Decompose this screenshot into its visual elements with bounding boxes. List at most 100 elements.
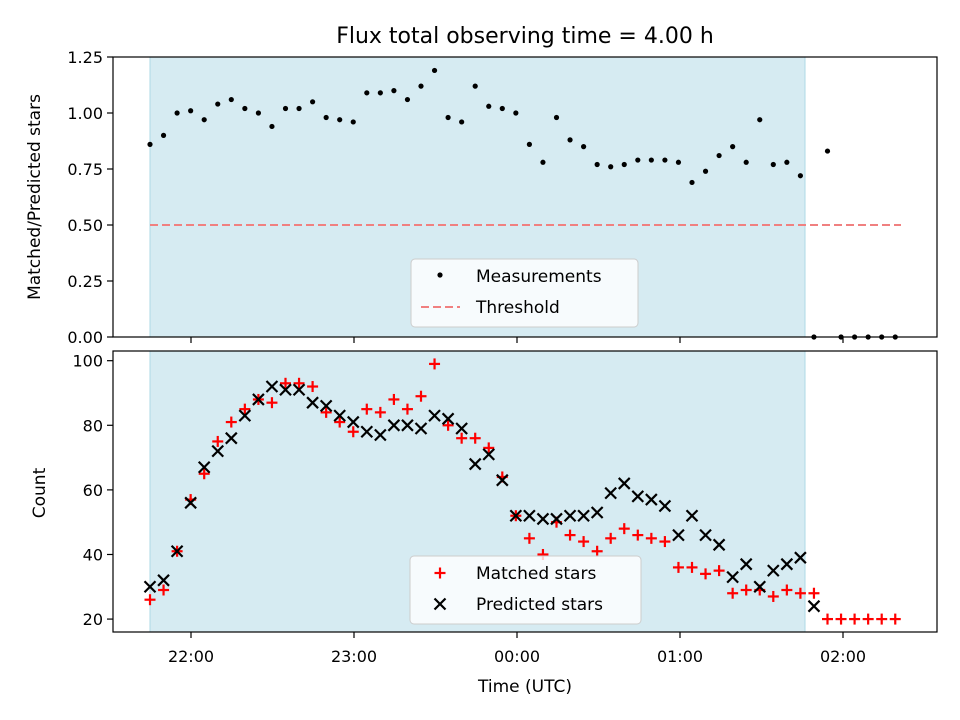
matched-star-point	[672, 561, 684, 573]
bottom-y-axis-label: Count	[30, 467, 50, 518]
predicted-star-point	[170, 544, 184, 558]
matched-star-point	[334, 416, 346, 428]
matched-star-point	[415, 390, 427, 402]
predicted-star-point	[739, 557, 753, 571]
measurements-points	[147, 67, 898, 340]
predicted-star-point	[523, 509, 536, 523]
measurement-point	[770, 161, 776, 168]
matched-star-point	[849, 613, 861, 625]
bottom-y-tick-label: 20	[83, 610, 103, 629]
measurement-point	[702, 168, 709, 174]
bottom-legend: Matched stars Predicted stars	[409, 555, 642, 625]
measurement-point	[282, 105, 289, 112]
matched-star-point	[523, 532, 535, 544]
top-legend: Measurements Threshold	[410, 258, 639, 328]
matched-star-point	[822, 613, 833, 625]
matched-star-point	[591, 545, 603, 557]
matched-star-point	[212, 435, 224, 447]
measurement-point	[824, 148, 831, 154]
measurement-point	[404, 96, 411, 103]
predicted-star-point	[604, 486, 617, 500]
predicted-star-point	[550, 512, 563, 526]
predicted-star-point	[441, 412, 455, 426]
matched-star-point	[632, 529, 644, 541]
legend-matched-glyph	[434, 567, 446, 579]
measurement-point	[364, 90, 370, 96]
predicted-star-point	[536, 512, 550, 526]
matched-star-point	[456, 432, 468, 444]
predicted-stars-points	[143, 380, 821, 613]
measurement-point	[757, 117, 763, 123]
matched-star-point	[645, 532, 657, 544]
measurement-point	[201, 117, 207, 123]
x-axis-label: Time (UTC)	[477, 677, 572, 697]
measurement-point	[513, 110, 519, 116]
matched-star-point	[794, 587, 806, 599]
predicted-star-point	[279, 383, 292, 397]
predicted-star-point	[482, 448, 496, 461]
matched-star-point	[767, 590, 779, 602]
matched-star-point	[320, 406, 332, 418]
bottom-y-tick-label: 60	[83, 481, 103, 500]
bottom-legend-box	[409, 555, 642, 625]
measurement-point	[567, 137, 573, 143]
matched-star-point	[198, 468, 210, 480]
predicted-star-point	[577, 509, 590, 523]
legend-threshold-label: Threshold	[475, 298, 560, 318]
bottom-y-ticks: 20 40 60 80 100	[72, 352, 113, 629]
measurement-point	[255, 110, 261, 116]
predicted-star-point	[238, 409, 252, 422]
matched-star-point	[239, 403, 251, 415]
matched-star-point	[388, 393, 400, 405]
predicted-star-point	[496, 473, 509, 487]
x-tick-label: 00:00	[494, 647, 540, 666]
x-tick-label: 02:00	[820, 647, 866, 666]
legend-predicted-label: Predicted stars	[476, 595, 603, 615]
measurement-point	[499, 105, 505, 112]
matched-star-point	[483, 442, 495, 454]
legend-predicted-glyph	[433, 597, 447, 611]
predicted-star-point	[468, 457, 482, 471]
measurement-point	[581, 144, 587, 150]
matched-star-point	[781, 584, 793, 596]
matched-star-point	[225, 416, 237, 428]
bottom-y-tick-label: 100	[72, 352, 103, 371]
predicted-star-point	[712, 538, 726, 552]
top-y-tick-label: 0.50	[67, 216, 103, 235]
predicted-star-point	[252, 393, 265, 406]
matched-star-point	[876, 613, 888, 625]
predicted-star-point	[374, 428, 387, 442]
measurement-point	[553, 114, 560, 121]
predicted-star-point	[807, 599, 821, 613]
x-tick-label: 22:00	[168, 647, 214, 666]
matched-star-point	[401, 403, 413, 415]
predicted-star-point	[455, 422, 468, 435]
measurement-point	[431, 67, 438, 74]
measurement-point	[689, 179, 695, 186]
measurement-point	[608, 164, 614, 170]
bottom-y-tick-label: 80	[83, 416, 103, 435]
top-y-tick-label: 0.25	[67, 272, 103, 291]
predicted-star-point	[590, 506, 604, 519]
matched-star-point	[144, 594, 156, 606]
legend-matched-label: Matched stars	[476, 564, 596, 584]
bottom-y-tick-label: 40	[83, 545, 103, 564]
matched-star-point	[727, 587, 739, 599]
predicted-star-point	[319, 399, 333, 413]
top-y-tick-label: 1.25	[67, 48, 103, 67]
measurement-point	[391, 88, 397, 94]
matched-star-point	[293, 377, 305, 389]
predicted-star-point	[672, 528, 685, 542]
matched-star-point	[266, 397, 278, 409]
predicted-star-point	[563, 509, 577, 523]
matched-star-point	[361, 403, 373, 415]
top-y-axis-label: Matched/Predicted stars	[25, 94, 45, 300]
x-tick-label: 23:00	[331, 647, 377, 666]
measurement-point	[730, 144, 736, 150]
predicted-star-point	[509, 509, 523, 523]
predicted-star-point	[292, 383, 306, 397]
matched-star-point	[659, 536, 671, 548]
measurement-point	[269, 123, 275, 130]
measurement-point	[337, 117, 343, 123]
legend-measurements-label: Measurements	[476, 267, 602, 287]
